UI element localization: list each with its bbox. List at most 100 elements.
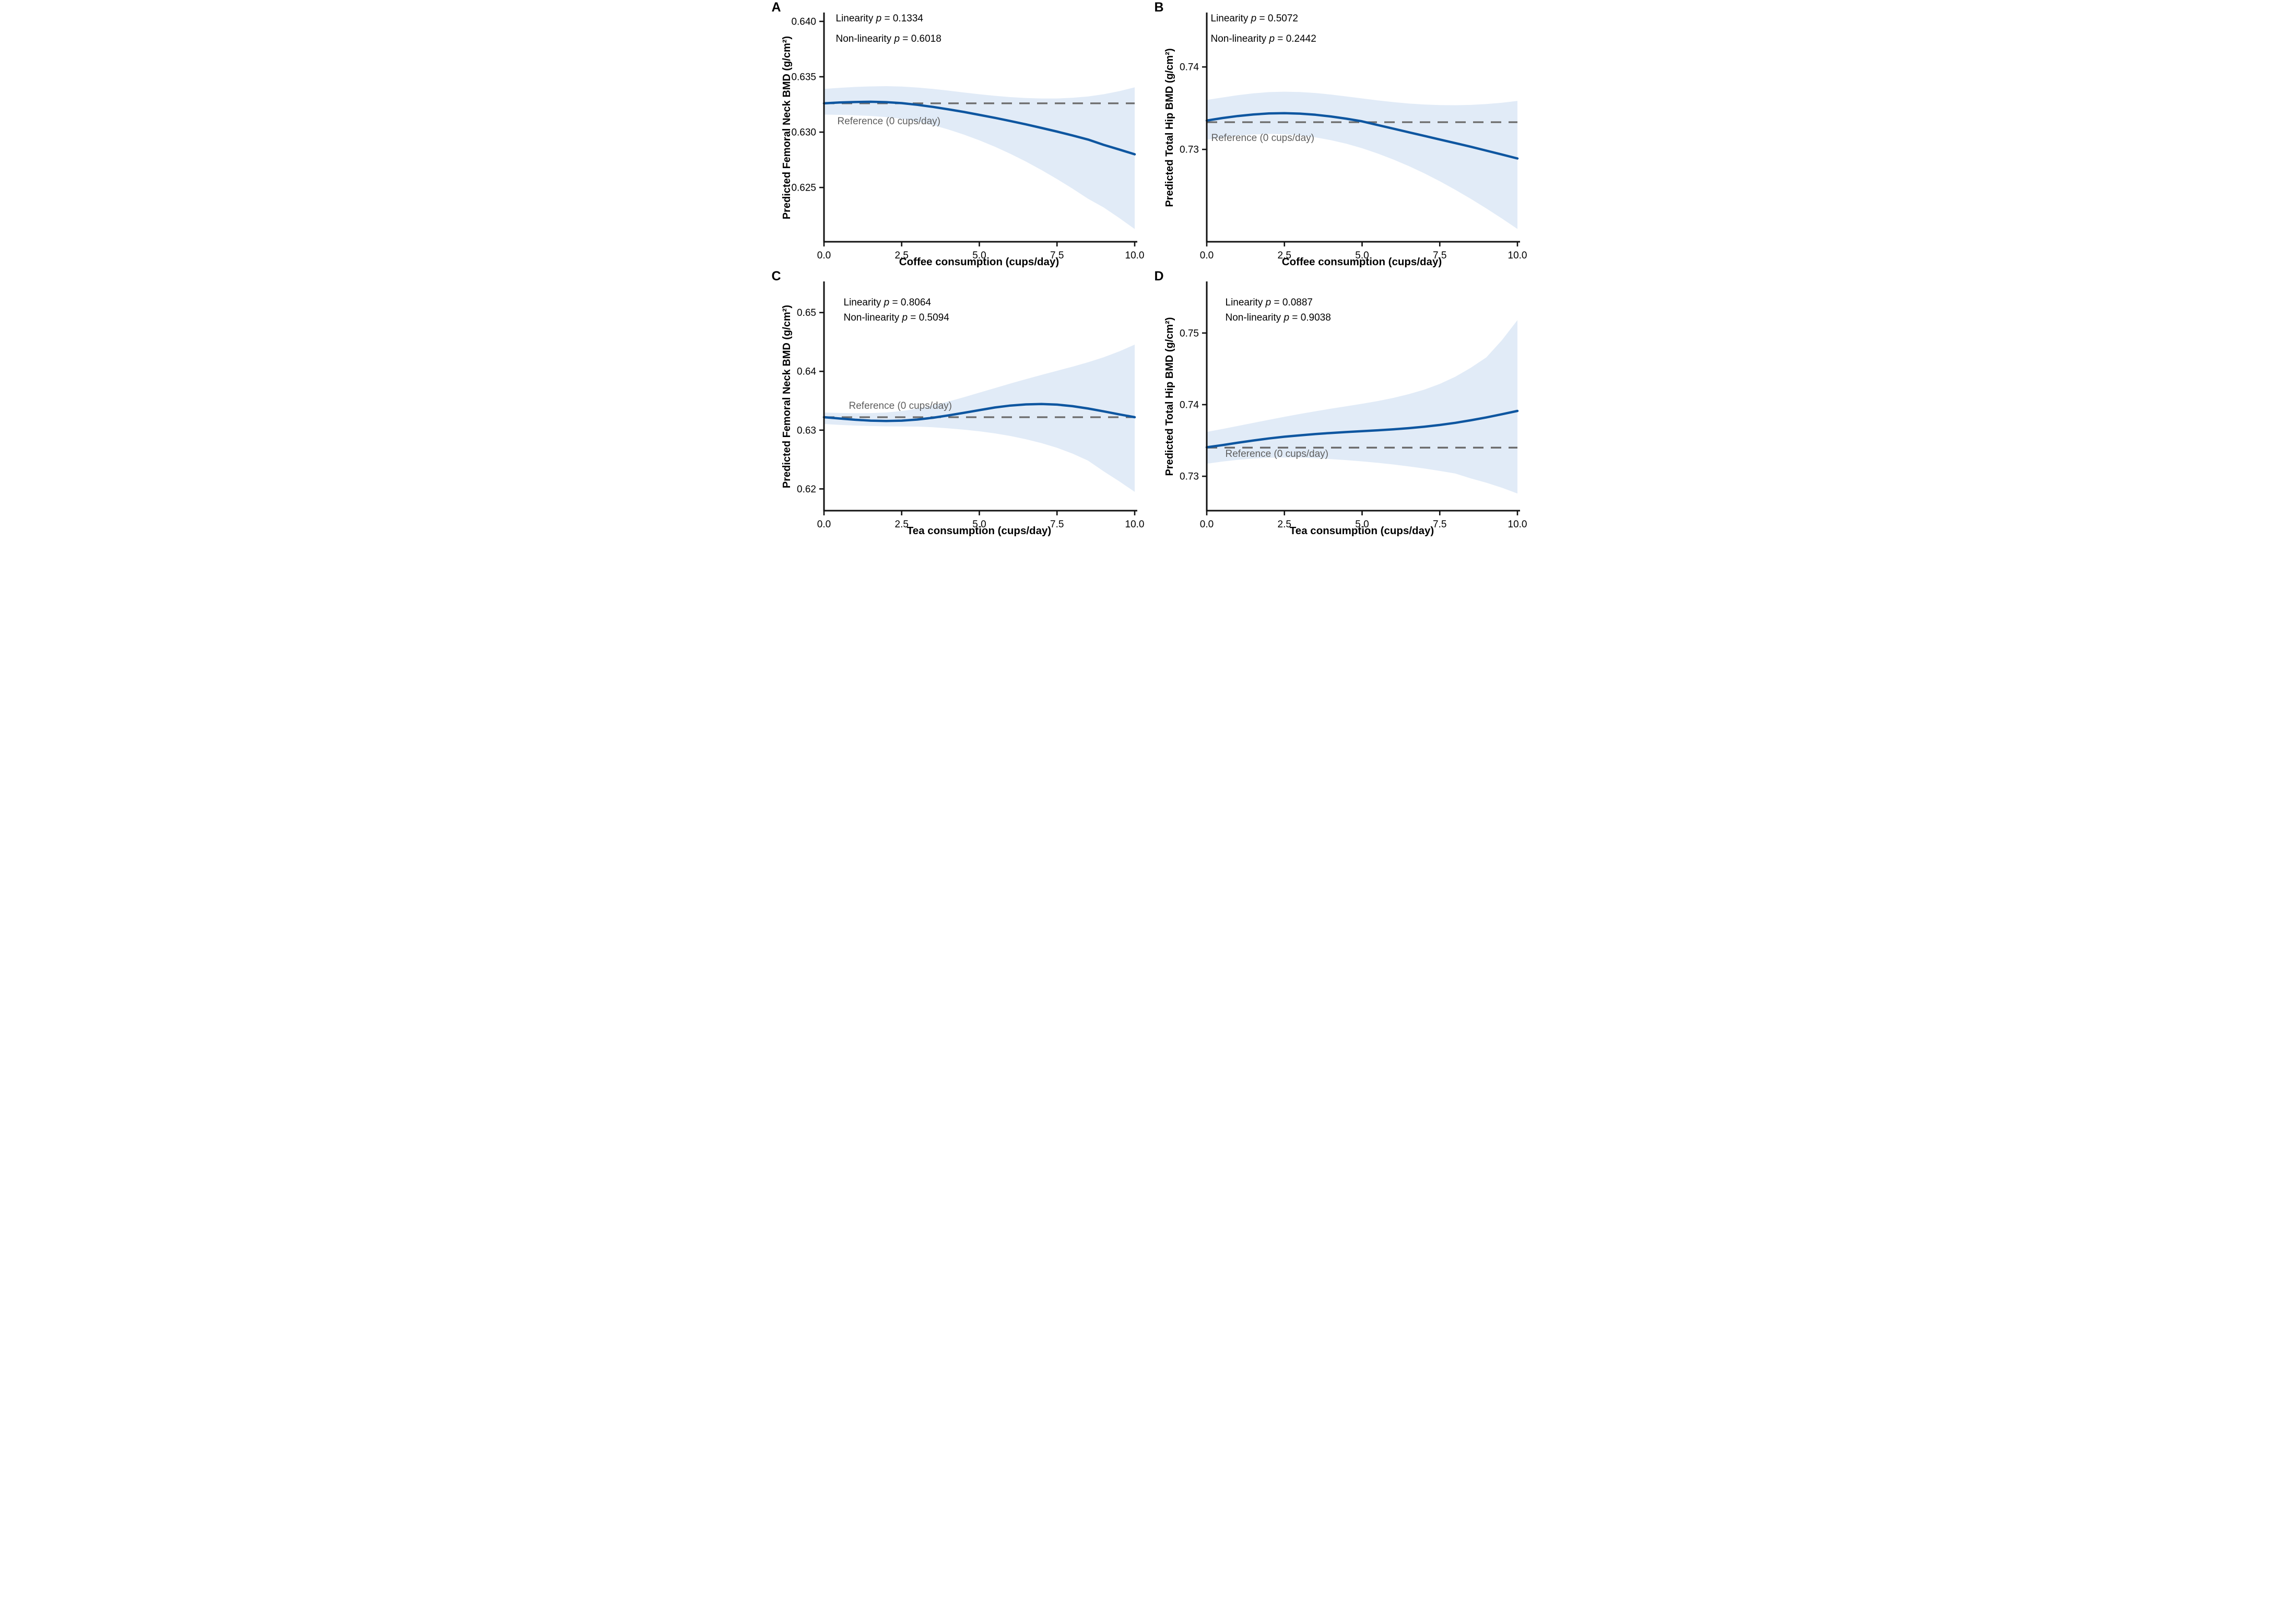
p-symbol: p <box>1265 297 1271 308</box>
linearity-p-value: 0.0887 <box>1282 297 1313 308</box>
trend-curve <box>822 100 1136 156</box>
y-tick-label: 0.65 <box>797 308 816 319</box>
p-symbol: p <box>876 13 882 24</box>
x-tick-label: 2.5 <box>894 519 908 530</box>
y-tick-label: 0.74 <box>1180 62 1199 73</box>
equals-sign: = <box>892 297 898 308</box>
trend-curve <box>1205 112 1518 160</box>
x-tick-label: 7.5 <box>1050 250 1064 261</box>
equals-sign: = <box>1274 297 1280 308</box>
panel-b: 0.73 0.74 0.0 2.5 5.0 7.5 10.0 B Linearity p =… <box>1148 0 1531 269</box>
y-tick-label: 0.64 <box>797 367 816 378</box>
nonlinearity-p-value: 0.5094 <box>919 312 949 323</box>
trend-curve <box>1205 409 1518 449</box>
panel-c-linearity-annotation: Linearity p = 0.8064 <box>844 297 931 309</box>
nonlinearity-p-value: 0.9038 <box>1300 312 1331 323</box>
y-tick-label: 0.630 <box>791 127 816 138</box>
nonlinearity-label: Non-linearity <box>843 312 900 323</box>
linearity-p-value: 0.5072 <box>1267 13 1298 24</box>
y-tick-label: 0.63 <box>797 425 816 436</box>
linearity-label: Linearity <box>1210 13 1249 24</box>
linearity-label: Linearity <box>843 297 881 308</box>
x-tick-label: 5.0 <box>972 519 986 530</box>
linearity-label: Linearity <box>835 13 874 24</box>
panel-a-nonlinearity-annotation: Non-linearity p = 0.6018 <box>836 33 941 45</box>
x-tick-label: 2.5 <box>1277 250 1291 261</box>
x-tick-label: 0.0 <box>817 519 830 530</box>
panel-c-y-axis-title: Predicted Femoral Neck BMD (g/cm²) <box>781 304 793 489</box>
equals-sign: = <box>902 33 909 44</box>
panel-a-plot: 0.625 0.630 0.635 0.640 0.0 2.5 5.0 7.5 10.0 <box>791 13 1144 261</box>
y-tick-label: 0.74 <box>1180 399 1199 410</box>
p-symbol: p <box>1251 13 1257 24</box>
y-tick-label: 0.75 <box>1180 328 1199 339</box>
confidence-band <box>823 86 1135 229</box>
equals-sign: = <box>1292 312 1298 323</box>
x-tick-label: 2.5 <box>1277 519 1291 530</box>
x-tick-label: 10.0 <box>1125 250 1144 261</box>
panel-a-letter: A <box>771 0 781 15</box>
panel-d-nonlinearity-annotation: Non-linearity p = 0.9038 <box>1226 312 1331 324</box>
nonlinearity-p-value: 0.6018 <box>911 33 941 44</box>
nonlinearity-label: Non-linearity <box>835 33 892 44</box>
panel-a-x-axis-title: Coffee consumption (cups/day) <box>899 256 1059 268</box>
y-tick-label: 0.62 <box>797 484 816 495</box>
panel-c-nonlinearity-annotation: Non-linearity p = 0.5094 <box>844 312 949 324</box>
trend-curve <box>822 403 1136 422</box>
confidence-band <box>1206 320 1517 494</box>
panel-b-letter: B <box>1154 0 1164 15</box>
x-tick-label: 2.5 <box>894 250 908 261</box>
equals-sign: = <box>884 13 890 24</box>
p-symbol: p <box>1269 33 1275 44</box>
equals-sign: = <box>910 312 916 323</box>
y-tick-label: 0.73 <box>1180 145 1199 156</box>
linearity-label: Linearity <box>1225 297 1263 308</box>
confidence-band <box>1206 91 1517 229</box>
panel-d: 0.73 0.74 0.75 0.0 2.5 5.0 7.5 10.0 D Linearity… <box>1148 269 1531 538</box>
y-tick-label: 0.635 <box>791 72 816 83</box>
p-symbol: p <box>902 312 908 323</box>
panel-c-letter: C <box>771 269 781 284</box>
y-tick-label: 0.640 <box>791 16 816 27</box>
x-tick-label: 10.0 <box>1125 519 1144 530</box>
y-tick-label: 0.625 <box>791 183 816 194</box>
panel-d-reference-label: Reference (0 cups/day) <box>1225 449 1329 459</box>
linearity-p-value: 0.8064 <box>900 297 931 308</box>
x-tick-label: 5.0 <box>1355 250 1369 261</box>
panel-c-reference-label: Reference (0 cups/day) <box>849 400 952 411</box>
panel-a-y-axis-title: Predicted Femoral Neck BMD (g/cm²) <box>781 36 793 220</box>
equals-sign: = <box>1259 13 1265 24</box>
four-panel-spline-figure: 0.625 0.630 0.635 0.640 0.0 2.5 5.0 7.5 10.0 A L… <box>765 0 1531 538</box>
p-symbol: p <box>1284 312 1290 323</box>
x-tick-label: 0.0 <box>817 250 830 261</box>
panel-d-y-axis-title: Predicted Total Hip BMD (g/cm²) <box>1163 317 1175 476</box>
panel-c-plot: 0.62 0.63 0.64 0.65 0.0 2.5 5.0 7.5 10.0 <box>797 281 1144 530</box>
panel-c-x-axis-title: Tea consumption (cups/day) <box>906 525 1052 537</box>
panel-d-linearity-annotation: Linearity p = 0.0887 <box>1226 297 1313 309</box>
equals-sign: = <box>1277 33 1284 44</box>
x-tick-label: 0.0 <box>1199 519 1213 530</box>
nonlinearity-label: Non-linearity <box>1225 312 1281 323</box>
panel-a: 0.625 0.630 0.635 0.640 0.0 2.5 5.0 7.5 10.0 A L… <box>766 0 1148 269</box>
x-tick-label: 10.0 <box>1508 250 1527 261</box>
x-tick-label: 5.0 <box>972 250 986 261</box>
x-tick-label: 7.5 <box>1433 519 1446 530</box>
panel-b-plot: 0.73 0.74 0.0 2.5 5.0 7.5 10.0 <box>1180 13 1527 261</box>
x-tick-label: 10.0 <box>1508 519 1527 530</box>
panel-d-letter: D <box>1154 269 1164 284</box>
panel-c: 0.62 0.63 0.64 0.65 0.0 2.5 5.0 7.5 10.0 C Linea… <box>766 269 1148 538</box>
panel-d-x-axis-title: Tea consumption (cups/day) <box>1289 525 1434 537</box>
panel-b-y-axis-title: Predicted Total Hip BMD (g/cm²) <box>1163 48 1175 207</box>
linearity-p-value: 0.1334 <box>892 13 923 24</box>
panel-b-nonlinearity-annotation: Non-linearity p = 0.2442 <box>1211 33 1316 45</box>
x-tick-label: 0.0 <box>1199 250 1213 261</box>
p-symbol: p <box>894 33 900 44</box>
p-symbol: p <box>884 297 890 308</box>
x-tick-label: 5.0 <box>1355 519 1369 530</box>
panel-a-reference-label: Reference (0 cups/day) <box>837 116 941 127</box>
panel-b-linearity-annotation: Linearity p = 0.5072 <box>1211 13 1298 25</box>
nonlinearity-label: Non-linearity <box>1210 33 1267 44</box>
x-tick-label: 7.5 <box>1050 519 1064 530</box>
panel-a-linearity-annotation: Linearity p = 0.1334 <box>836 13 923 25</box>
y-tick-label: 0.73 <box>1180 471 1199 482</box>
